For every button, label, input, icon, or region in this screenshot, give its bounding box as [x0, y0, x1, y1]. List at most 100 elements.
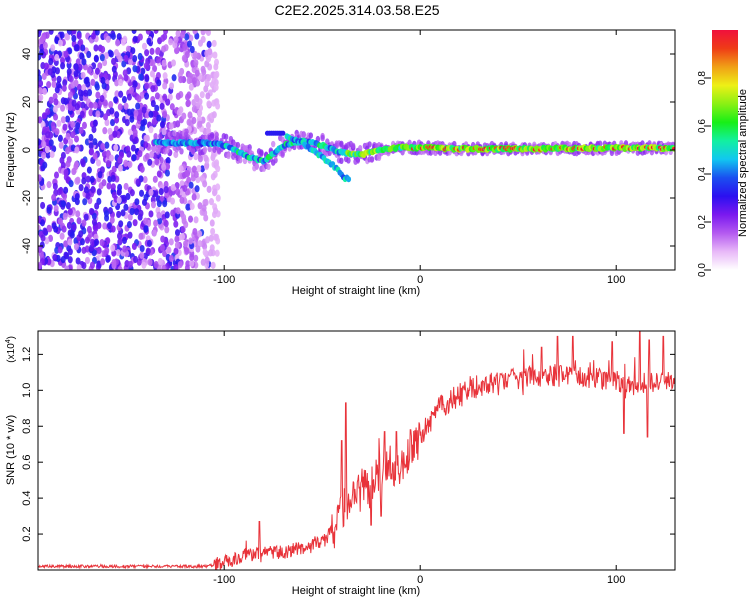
noise-cell — [200, 65, 206, 73]
noise-cell — [57, 39, 63, 47]
noise-cell — [137, 109, 143, 117]
noise-cell — [59, 232, 65, 240]
noise-cell — [81, 172, 87, 180]
noise-cell — [149, 47, 155, 55]
noise-cell — [168, 122, 174, 130]
noise-cell — [120, 38, 126, 46]
noise-cell — [38, 262, 42, 270]
noise-cell — [63, 168, 69, 177]
noise-cell — [162, 93, 168, 101]
noise-cell — [132, 54, 138, 63]
noise-cell — [91, 125, 97, 134]
noise-cell — [191, 105, 197, 113]
noise-cell — [60, 255, 66, 264]
noise-cell — [141, 42, 147, 50]
noise-cell — [139, 251, 145, 259]
noise-cell — [122, 245, 128, 253]
noise-cell — [110, 32, 116, 40]
spectrogram-y-label: Frequency (Hz) — [5, 112, 17, 188]
noise-cell — [188, 237, 194, 245]
noise-cell — [210, 227, 216, 236]
noise-cell — [214, 159, 220, 167]
noise-cell — [184, 33, 190, 41]
colorbar-gradient — [712, 30, 738, 270]
noise-cell — [57, 246, 63, 254]
noise-cell — [163, 186, 169, 194]
ridge-halo-cell — [376, 154, 382, 162]
noise-cell — [118, 220, 124, 228]
snr-y-tick-label: 1.0 — [21, 383, 33, 398]
noise-cell — [143, 225, 149, 233]
noise-cell — [161, 163, 167, 171]
noise-cell — [206, 127, 212, 135]
noise-cell — [127, 128, 133, 136]
ridge-halo-cell — [165, 147, 170, 154]
noise-cell — [186, 118, 192, 126]
noise-cell — [170, 197, 176, 205]
noise-cell — [78, 126, 84, 135]
noise-cell — [98, 110, 104, 118]
noise-cell — [202, 180, 208, 188]
noise-cell — [67, 208, 73, 216]
noise-cell — [87, 89, 93, 97]
noise-cell — [110, 118, 116, 127]
noise-cell — [110, 225, 116, 233]
branch-cell — [346, 176, 352, 183]
noise-cell — [167, 93, 173, 101]
noise-cell — [111, 57, 117, 66]
ridge-halo-cell — [259, 149, 264, 156]
noise-cell — [194, 185, 200, 193]
noise-cell — [213, 71, 219, 80]
noise-cell — [161, 264, 167, 270]
noise-cell — [144, 92, 150, 100]
noise-cell — [154, 104, 160, 112]
noise-cell — [175, 188, 181, 196]
noise-cell — [109, 107, 115, 115]
noise-cell — [149, 151, 155, 159]
noise-cell — [92, 101, 98, 109]
noise-cell — [143, 217, 149, 225]
noise-cell — [38, 174, 42, 182]
noise-cell — [159, 121, 165, 129]
noise-cell — [47, 68, 53, 76]
noise-cell — [210, 173, 216, 181]
noise-cell — [156, 200, 162, 208]
noise-cell — [65, 115, 71, 123]
noise-cell — [100, 76, 106, 85]
ridge-halo-cell — [301, 132, 306, 139]
noise-cell — [197, 120, 203, 128]
noise-cell — [88, 109, 94, 117]
noise-cell — [148, 126, 154, 134]
noise-cell — [157, 257, 163, 266]
noise-cell — [134, 198, 140, 206]
noise-cell — [78, 184, 84, 192]
noise-cell — [162, 111, 168, 119]
noise-cell — [117, 164, 123, 172]
noise-cell — [192, 50, 198, 59]
noise-cell — [127, 213, 133, 221]
noise-cell — [67, 256, 73, 264]
colorbar-tick-label: 0.6 — [697, 119, 708, 133]
ridge-halo-cell — [191, 147, 196, 154]
noise-cell — [186, 40, 192, 48]
noise-cell — [89, 175, 95, 184]
noise-cell — [57, 217, 63, 225]
noise-cell — [91, 212, 97, 220]
noise-cell — [203, 198, 209, 207]
noise-cell — [45, 131, 51, 139]
noise-cell — [150, 99, 156, 108]
noise-cell — [47, 225, 53, 233]
noise-cell — [86, 166, 92, 174]
noise-cell — [81, 261, 87, 270]
noise-cell — [134, 208, 140, 216]
noise-cell — [151, 229, 157, 237]
noise-cell — [112, 130, 118, 138]
noise-cell — [204, 256, 210, 264]
noise-cell — [194, 69, 200, 77]
noise-cell — [157, 217, 163, 225]
noise-cell — [108, 101, 114, 109]
noise-cell — [192, 30, 198, 35]
noise-cell — [141, 106, 147, 114]
noise-cell — [83, 186, 89, 194]
